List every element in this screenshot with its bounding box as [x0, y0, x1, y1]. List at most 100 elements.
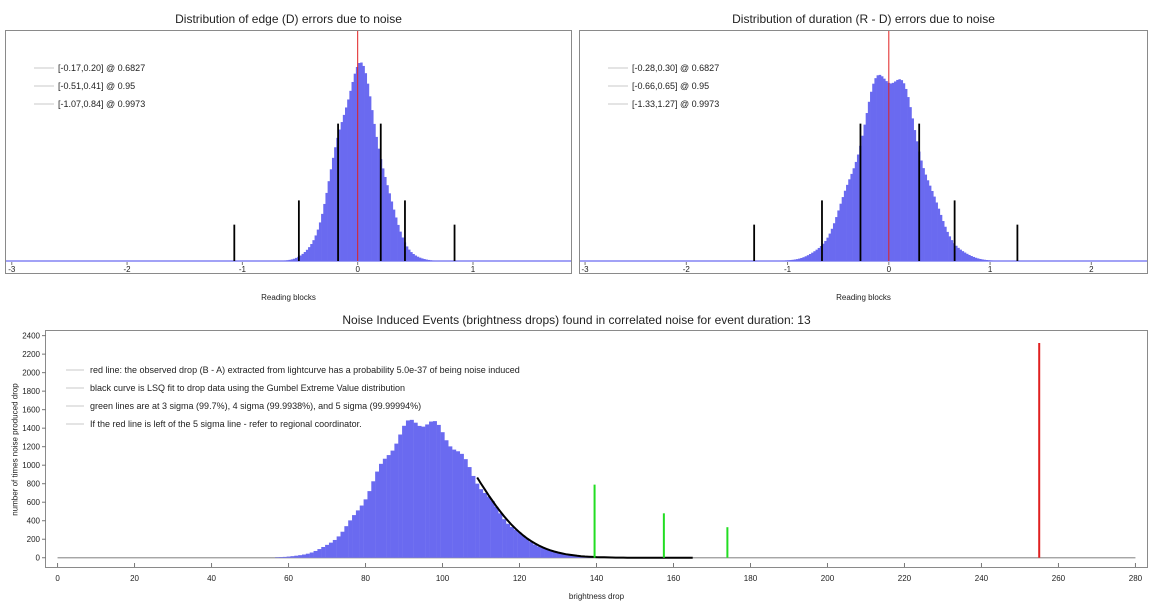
chart3-x-tick-label: 80 [361, 574, 370, 583]
chart2-hist-bar [926, 180, 930, 261]
chart2-hist-bar [935, 202, 938, 261]
chart3-hist-bar [455, 451, 461, 558]
chart2-hist-bar [992, 260, 995, 261]
chart1-hist-bar [301, 253, 305, 261]
chart1-hist-bar [366, 83, 370, 261]
chart3-hist-bar [509, 527, 514, 558]
chart3-hist-bar [378, 463, 384, 558]
chart2-hist-bar [800, 257, 803, 261]
chart2-hist-bar [856, 154, 860, 261]
chart3-hist-bar [556, 552, 561, 558]
chart1-hist-bar [329, 169, 333, 261]
chart2-hist-bar [900, 80, 904, 262]
chart2-legend-entry-0: [-0.28,0.30] @ 0.6827 [632, 63, 719, 73]
chart1-hist-bar [388, 193, 391, 261]
chart3-hist-bar [313, 550, 318, 558]
chart3-hist-bar [302, 554, 307, 558]
chart3-hist-bar [482, 492, 487, 558]
chart1-hist-bar [392, 209, 396, 261]
chart3-x-tick-label: 180 [744, 574, 758, 583]
chart3-x-tick-label: 100 [436, 574, 450, 583]
chart3-hist-bar [371, 481, 376, 558]
chart3-y-tick-label: 1400 [22, 424, 40, 433]
chart1-hist-bar [390, 201, 394, 261]
chart1-hist-bar [323, 203, 326, 261]
chart2-hist-bar [987, 260, 991, 261]
chart2-hist-bar [939, 214, 943, 261]
chart3-hist-bar [440, 432, 445, 558]
chart3-hist-bar [490, 501, 495, 558]
chart1-hist-bar [292, 258, 296, 261]
chart2-hist-bar [876, 75, 880, 261]
chart3-y-tick-label: 200 [27, 535, 41, 544]
chart2-hist-bar [808, 253, 812, 261]
chart2-hist-bar [789, 260, 792, 261]
chart2-hist-bar [811, 252, 814, 261]
chart2-hist-bar [852, 168, 856, 261]
chart2-hist-bar [902, 83, 906, 261]
chart2-x-tick-label: 0 [887, 265, 892, 273]
chart1-hist-bar [371, 110, 374, 261]
chart1-hist-bar [286, 260, 289, 261]
chart3-hist-bar [571, 555, 576, 558]
chart3-x-tick-label: 60 [284, 574, 293, 583]
chart2-hist-bar [889, 83, 893, 261]
chart2-hist-bar [813, 251, 816, 261]
chart3-hist-bar [317, 549, 322, 558]
chart3-hist-bar [290, 556, 295, 558]
chart2-hist-bar [942, 221, 945, 261]
chart1-x-tick-label: -3 [8, 265, 16, 273]
chart1-hist-bar [358, 63, 361, 261]
chart2-hist-bar [948, 236, 952, 261]
chart3-legend-entry-0: red line: the observed drop (B - A) extr… [90, 365, 520, 375]
chart3-hist-bar [421, 426, 426, 558]
chart2-hist-bar [815, 249, 819, 261]
chart2-hist-bar [963, 252, 967, 261]
chart1-hist-bar [414, 255, 418, 261]
chart3-x-tick-label: 280 [1129, 574, 1143, 583]
chart2-hist-bar [922, 168, 925, 261]
chart2-hist-bar [957, 247, 960, 261]
chart2-hist-bar [907, 97, 910, 261]
chart2-hist-bar [830, 228, 834, 261]
chart3-hist-bar [325, 544, 330, 558]
chart2-hist-bar [802, 257, 805, 261]
chart2-hist-bar [806, 255, 810, 261]
chart3-x-tick-label: 160 [667, 574, 681, 583]
chart1-hist-bar [427, 259, 431, 261]
chart3-hist-bar [494, 506, 499, 558]
chart3-hist-bar [452, 449, 457, 558]
chart3-hist-bar [432, 421, 437, 558]
chart3-hist-bar [355, 510, 360, 558]
chart1-x-axis-label: Reading blocks [261, 293, 316, 302]
chart1-hist-bar [308, 247, 311, 261]
chart2-hist-bar [909, 107, 912, 261]
chart3-hist-bar [521, 535, 526, 558]
chart2-hist-bar [872, 83, 875, 261]
chart2-hist-bar [989, 260, 993, 261]
chart3-hist-bar [559, 553, 564, 558]
chart2-hist-bar [880, 76, 884, 261]
chart3-hist-bar [409, 419, 414, 558]
chart1-legend-entry-2: [-1.07,0.84] @ 0.9973 [58, 99, 145, 109]
chart2-hist-bar [863, 124, 866, 261]
chart3-title: Noise Induced Events (brightness drops) … [342, 313, 811, 327]
chart3-hist-bar [506, 523, 511, 558]
chart2-hist-bar [798, 258, 801, 261]
chart3-x-tick-label: 0 [55, 574, 60, 583]
chart2-hist-bar [981, 259, 984, 261]
chart3-x-tick-label: 140 [590, 574, 604, 583]
chart3-x-axis-label: brightness drop [568, 592, 625, 601]
chart2-hist-bar [933, 196, 936, 261]
chart2-hist-bar [861, 135, 864, 261]
chart2-hist-bar [928, 185, 932, 261]
chart1-hist-bar [342, 114, 346, 262]
chart2-hist-bar [874, 78, 877, 261]
chart1-legend-entry-1: [-0.51,0.41] @ 0.95 [58, 81, 135, 91]
chart3-y-tick-label: 1000 [22, 461, 40, 470]
chart2-hist-bar [804, 256, 808, 261]
chart3-hist-bar [332, 539, 337, 558]
chart3-hist-bar [532, 544, 538, 558]
chart3-legend-entry-2: green lines are at 3 sigma (99.7%), 4 si… [90, 401, 421, 411]
chart3-y-tick-label: 600 [27, 498, 41, 507]
